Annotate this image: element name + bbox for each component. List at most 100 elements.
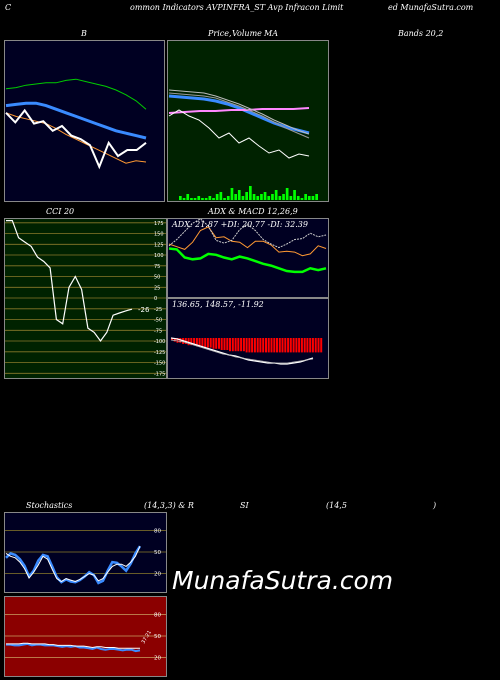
cci-tick-label: 75 (154, 264, 160, 270)
macd-bar (209, 338, 212, 348)
rsi-tick-label: 20 (154, 656, 161, 662)
bollinger-series-3 (5, 112, 147, 164)
stoch-lines (5, 545, 142, 585)
macd-panel (167, 298, 329, 379)
macd-bar (229, 338, 231, 352)
volume-bar (179, 196, 182, 200)
macd-bar (298, 338, 301, 353)
cci-tick-label: -150 (154, 361, 165, 367)
cci-tick-label: 150 (154, 232, 164, 238)
volume-label: Volume (232, 29, 262, 38)
stoch-bg (4, 512, 167, 593)
macd-lines (170, 337, 314, 365)
macd-values: 136.65, 148.57, -11.92 (172, 300, 264, 309)
macd-bar (223, 338, 226, 350)
macd-bar (262, 338, 265, 353)
volume-bar (315, 194, 318, 200)
stoch-tick-label: 20 (154, 572, 161, 578)
price-panel (167, 40, 329, 202)
macd-bar (242, 338, 245, 352)
cci-line: -26 (6, 220, 150, 343)
macd-bar (193, 338, 196, 346)
price-series-2 (168, 107, 310, 114)
rsi-grid: 80 50 20 (5, 612, 166, 662)
volume-bar (256, 196, 260, 200)
bollinger-panel (4, 40, 165, 202)
macd-bar (190, 338, 193, 346)
price-label: Price, (208, 29, 232, 38)
macd-bar (311, 338, 314, 353)
macd-bar (317, 338, 320, 353)
cci-tick-label: -125 (154, 350, 165, 356)
cci-tick-label: 175 (154, 221, 164, 227)
macd-bar (195, 338, 198, 347)
stoch-label-e: ) (433, 501, 437, 510)
macd-bar (206, 338, 209, 348)
macd-bar (320, 338, 323, 353)
price-series-5 (168, 109, 310, 159)
adx-series-2 (168, 226, 327, 257)
volume-bars (179, 186, 318, 200)
volume-bar (245, 192, 248, 200)
volume-bar (226, 196, 230, 200)
macd-bar (270, 338, 273, 353)
macd-bar (300, 338, 303, 353)
volume-bar (285, 188, 289, 200)
macd-bar (276, 338, 278, 353)
cci-tick-label: 125 (154, 242, 164, 248)
macd-bar (287, 338, 290, 353)
adx-lines (168, 218, 327, 274)
volume-bar (304, 194, 307, 200)
macd-bar (295, 338, 298, 353)
adx-macd-label: ADX & MACD 12,26,9 (208, 207, 298, 216)
volume-bar (241, 196, 245, 200)
bands-label: B (81, 29, 87, 38)
macd-bar (220, 338, 223, 350)
macd-bar (234, 338, 237, 352)
macd-bar (198, 338, 201, 347)
volume-bar (230, 188, 234, 200)
stoch-tick-label: 50 (154, 550, 161, 556)
macd-bar (259, 338, 262, 353)
macd-bar (218, 338, 220, 349)
volume-bar (249, 186, 252, 200)
volume-bar (204, 198, 208, 200)
macd-bar (265, 338, 267, 353)
rsi-series-2 (6, 642, 140, 649)
macd-bar (240, 338, 243, 352)
macd-bar (253, 338, 256, 353)
bollinger-series-2 (5, 101, 147, 140)
macd-bar (201, 338, 204, 347)
volume-bar (215, 194, 219, 200)
macd-bar (289, 338, 292, 353)
price-bg (167, 40, 329, 202)
volume-bar (293, 190, 296, 200)
macd-bar (226, 338, 229, 350)
cci-tick-label: -75 (154, 328, 162, 334)
stoch-label-a: Stochastics (26, 501, 73, 510)
adx-panel (167, 218, 329, 298)
header-right: ed MunafaSutra.com (388, 3, 474, 12)
ma-label: MA (264, 29, 278, 38)
volume-bar (311, 196, 315, 200)
macd-bar (231, 338, 234, 352)
volume-bar (182, 198, 186, 200)
macd-bar (251, 338, 254, 353)
stoch-label-d: (14,5 (326, 501, 347, 510)
stoch-label-c: SI (240, 501, 249, 510)
volume-bar (296, 196, 300, 200)
macd-bar (306, 338, 309, 353)
macd-bar (187, 338, 190, 346)
watermark: MunafaSutra.com (172, 566, 394, 595)
cci-tick-label: 100 (154, 253, 164, 259)
stoch-label-b: (14,3,3) & R (144, 501, 194, 510)
price-lines (168, 89, 310, 159)
macd-bar (267, 338, 270, 353)
macd-bar (171, 338, 173, 341)
adx-values: ADX: 21.87 +DI: 20.77 -DI: 32.39 (172, 220, 308, 229)
rsi-tick-label: 80 (154, 612, 161, 618)
header-title: ommon Indicators AVPINFRA_ST Avp Infraco… (130, 3, 344, 12)
macd-bar (204, 338, 207, 348)
volume-bar (212, 198, 215, 200)
